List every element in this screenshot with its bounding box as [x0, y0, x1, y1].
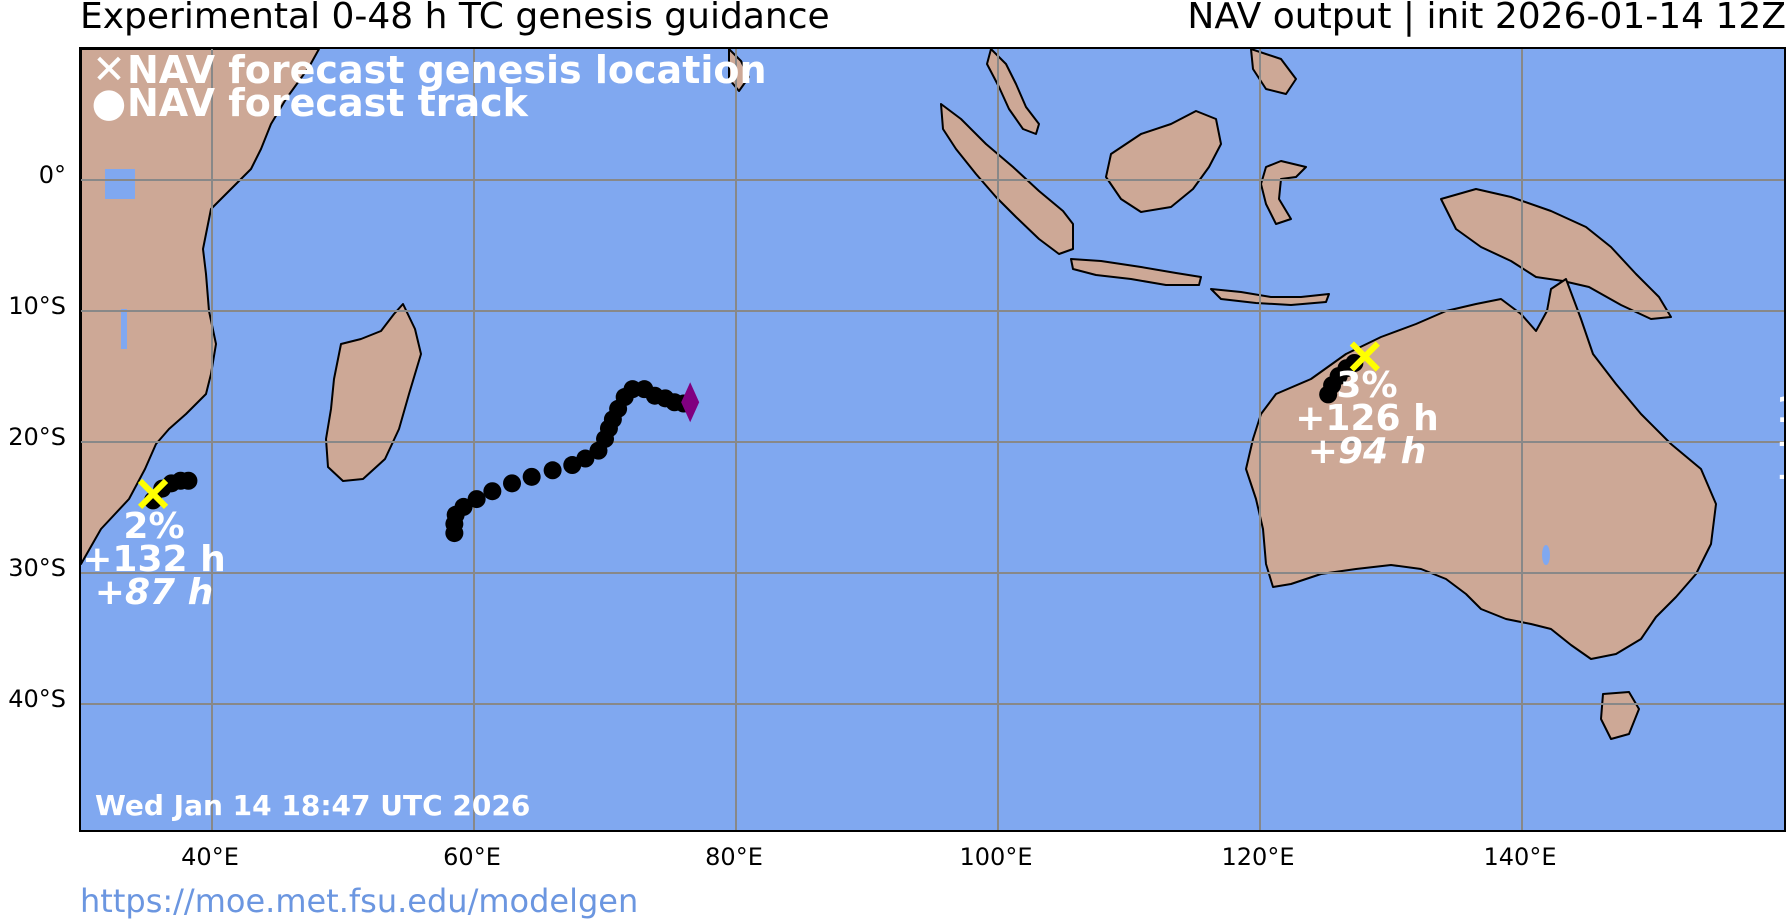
land-sri-lanka: [728, 49, 750, 92]
land-sulawesi: [1260, 160, 1307, 225]
land-philippines: [1250, 49, 1297, 95]
lon-label-40e: 40°E: [181, 843, 239, 871]
land-borneo: [1105, 110, 1222, 213]
storm-label-mozambique: 2% +132 h +87 h: [82, 506, 226, 613]
land-new-guinea: [1440, 188, 1672, 320]
legend-track-label: NAV forecast track: [127, 80, 528, 125]
lake-eyre: [1542, 545, 1550, 565]
genesis-x-stroke: [1349, 341, 1380, 372]
land-masses: [81, 49, 1717, 740]
storm-probability: 3%: [1336, 365, 1398, 406]
lake-victoria: [105, 169, 135, 199]
chart-title: Experimental 0-48 h TC genesis guidance: [80, 0, 830, 37]
genesis-marker: [1349, 341, 1380, 372]
storm-lead-time: +126 h: [1295, 398, 1439, 439]
lat-label-10s: 10°S: [8, 292, 66, 320]
storm-probability: 2%: [123, 506, 185, 547]
land-java: [1070, 258, 1202, 286]
lon-label-120e: 120°E: [1221, 843, 1295, 871]
source-url-link[interactable]: https://moe.met.fsu.edu/modelgen: [80, 882, 639, 920]
map-panel[interactable]: ✕ NAV forecast genesis location ● NAV fo…: [79, 47, 1786, 832]
lake-features: [105, 169, 1550, 565]
timestamp: Wed Jan 14 18:47 UTC 2026: [95, 789, 531, 822]
model-init-label: NAV output | init 2026-01-14 12Z: [1187, 0, 1786, 37]
track-end-marker: [681, 382, 700, 423]
lon-label-80e: 80°E: [705, 843, 763, 871]
storm-lead-time: +: [1776, 426, 1784, 462]
lat-label-40s: 40°S: [8, 685, 66, 713]
lon-label-140e: 140°E: [1483, 843, 1557, 871]
land-lesser-sunda: [1210, 288, 1330, 306]
storm-label-australia: 3% +126 h +94 h: [1295, 365, 1439, 472]
track-point: [467, 490, 486, 509]
lat-label-0: 0°: [38, 161, 66, 189]
legend-track: ● NAV forecast track: [91, 80, 767, 126]
genesis-marker: [137, 478, 169, 509]
track-point: [179, 471, 198, 490]
storm-lead-time: +132 h: [82, 539, 226, 580]
lat-label-20s: 20°S: [8, 423, 66, 451]
x-icon: ✕: [92, 47, 126, 93]
storm-label-partial: 1 + +2: [1776, 393, 1784, 495]
storm-duration: +87 h: [94, 572, 214, 613]
land-australia: [1245, 278, 1717, 660]
storm-probability: 1: [1776, 393, 1784, 429]
track-point: [454, 497, 473, 516]
legend-genesis: ✕ NAV forecast genesis location: [91, 49, 766, 93]
lon-label-60e: 60°E: [443, 843, 501, 871]
track-point: [483, 482, 502, 501]
storm-duration: +2: [1776, 459, 1784, 495]
land-malaya: [986, 49, 1040, 135]
lake-malawi: [121, 309, 127, 349]
land-madagascar: [325, 303, 422, 482]
legend-genesis-label: NAV forecast genesis location: [127, 47, 767, 92]
track-point: [503, 474, 522, 493]
track-point: [522, 467, 541, 486]
genesis-x-stroke: [137, 478, 169, 509]
map-legend: ✕ NAV forecast genesis location ● NAV fo…: [91, 49, 767, 126]
map-canvas: [81, 49, 1784, 830]
circle-icon: ●: [91, 79, 127, 126]
lon-label-100e: 100°E: [959, 843, 1033, 871]
track-point: [576, 449, 595, 468]
graticule: [81, 49, 1784, 830]
track-point: [543, 461, 562, 480]
lat-label-30s: 30°S: [8, 554, 66, 582]
storm-duration: +94 h: [1307, 431, 1427, 472]
forecast-markers: [137, 341, 1380, 509]
